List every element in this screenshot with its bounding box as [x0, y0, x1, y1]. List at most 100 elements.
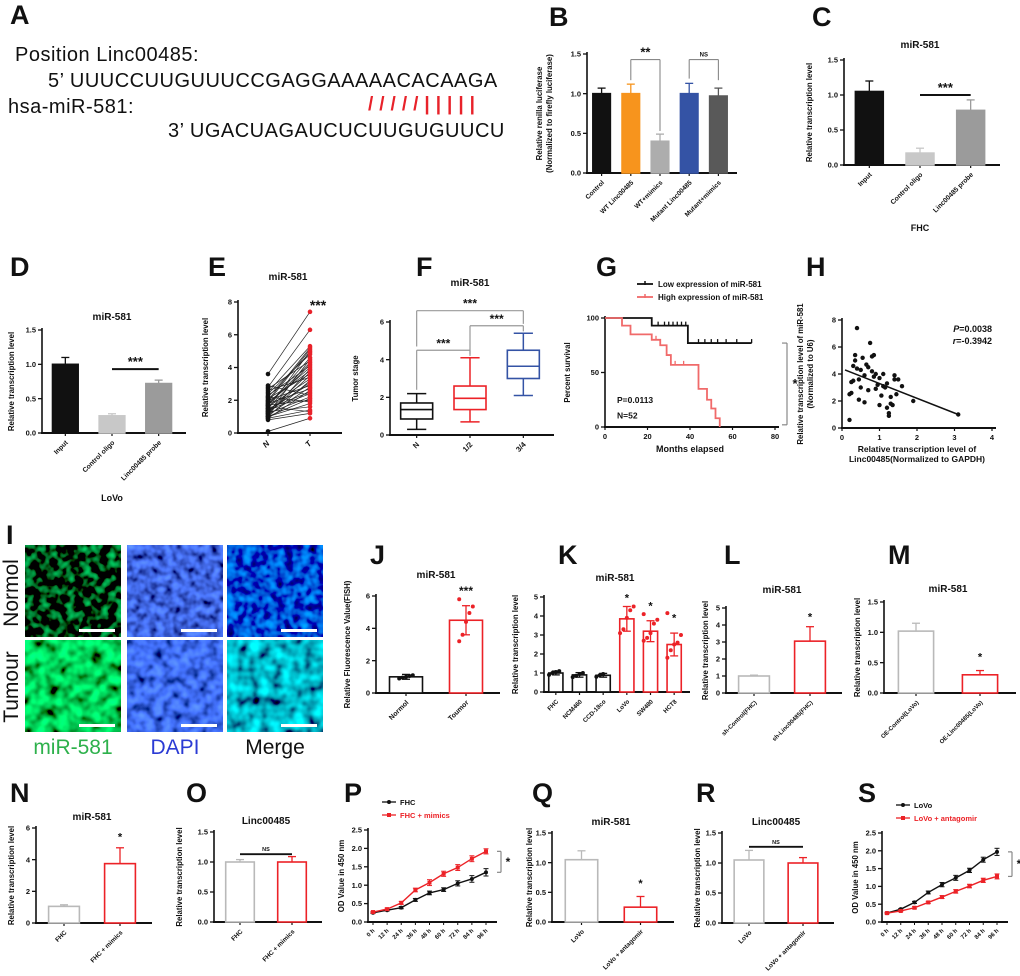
kaplan-meier-plot: 0 50 100 Percent survival 0 20 40 60 80 Months el…: [563, 280, 798, 454]
y-tick-label: 4: [534, 612, 539, 621]
legend-label: LoVo + antagomir: [914, 814, 977, 823]
chart-shape-tspan: P: [953, 324, 960, 334]
data-point: [371, 910, 375, 915]
data-point: [860, 355, 865, 360]
bar: [224, 861, 256, 923]
t-point: [307, 347, 313, 352]
y-tick-label: 6: [380, 318, 384, 327]
data-point: [888, 394, 893, 400]
x-tick-label: 60: [728, 432, 736, 441]
data-point: [879, 393, 884, 398]
data-point: [399, 905, 404, 910]
x-category-label: Normol: [388, 699, 410, 721]
panel-d-label: D: [10, 252, 30, 282]
pair-line: [267, 391, 311, 409]
t-point: [307, 404, 313, 410]
x-category-label: Toumor: [447, 699, 470, 722]
antagomir-mir581-bar-chart: 0.0 0.5 1.0 1.5 miR-581 Relative transcriptio…: [525, 817, 674, 971]
data-point: [869, 369, 875, 374]
fish-image-normal-merge: [227, 545, 323, 637]
t-point: [307, 309, 313, 315]
data-point: [852, 358, 858, 363]
channel-label-mir581: miR-581: [33, 736, 113, 759]
bar: [679, 92, 699, 174]
data-point: [413, 897, 418, 902]
y-tick-label: 3: [534, 631, 538, 640]
chart-title: miR-581: [901, 40, 940, 51]
y-tick-label: 2: [380, 393, 384, 402]
fhc-pulldown-bar-chart: 0.0 0.5 1.0 1.5 miR-581 Relative transcriptio…: [805, 40, 1000, 233]
x-category-label: Control oligo: [890, 171, 925, 206]
data-point: [967, 868, 972, 873]
data-point: [553, 670, 558, 675]
x-tick-label: 80: [771, 432, 779, 441]
x-category-label: FHC + mimics: [261, 928, 296, 963]
bar: [897, 630, 935, 694]
chart-title: miR-581: [763, 585, 802, 596]
x-category-label: 36 h: [919, 928, 932, 941]
pair-line: [267, 362, 311, 406]
panel-a-label: A: [10, 0, 30, 30]
pair-line: [267, 403, 311, 417]
y-tick-label: 0: [366, 689, 370, 698]
y-tick-label: 4: [26, 855, 31, 864]
data-point: [678, 633, 683, 637]
y-tick-label: 6: [366, 592, 370, 601]
oe-linc00485-bar-chart: 0.0 0.5 1.0 1.5 miR-581 Relative transcriptio…: [853, 584, 1016, 746]
x-category-label: sh-Linc00485(FHC): [772, 700, 815, 743]
data-point: [854, 325, 860, 331]
legend-label: FHC + mimics: [400, 811, 450, 820]
y-tick-label: 0.5: [352, 899, 362, 908]
bar: [564, 858, 599, 923]
pair-line: [267, 329, 311, 388]
bar: [955, 109, 986, 166]
bar: [51, 363, 79, 434]
chart-title: Linc00485: [752, 817, 801, 828]
km-curve: [605, 317, 721, 427]
x-category-label: 72 h: [448, 928, 461, 941]
pair-line: [267, 388, 311, 404]
y-tick-label: 0: [380, 431, 384, 440]
panel-m-oe-linc00485: M 0.0 0.5 1.0 1.5 miR-581 Relative transcript…: [848, 542, 1020, 784]
bar: [547, 672, 564, 693]
sig-star: *: [638, 878, 643, 890]
panel-i-fish-images: I Normol Tumour miR-581 DAPI Merge: [0, 522, 340, 780]
data-point: [410, 673, 415, 678]
data-point: [655, 617, 660, 622]
x-axis-label: FHC: [911, 223, 930, 233]
y-tick-label: 2.5: [352, 826, 362, 835]
data-point: [624, 615, 629, 620]
y-axis-label: Relative transcription level: [511, 595, 520, 694]
sig-star: *: [672, 613, 677, 625]
y-tick-label: 0.5: [536, 888, 546, 897]
y-axis-label: Relative transcription level: [201, 318, 210, 417]
sig-star: *: [506, 855, 511, 869]
x-category-label: OE-Linc00485(LoVo): [939, 700, 984, 745]
n-point: [265, 409, 271, 415]
x-category-label: 84 h: [463, 928, 476, 941]
chart-title: miR-581: [929, 584, 968, 595]
fish-image-normal-dapi: [127, 545, 223, 637]
sig-label: ***: [436, 336, 450, 350]
x-category-label: 72 h: [960, 928, 973, 941]
x-category-label: Input: [53, 439, 70, 456]
x-tick-label: 2: [915, 433, 919, 442]
sig-label: ***: [490, 312, 504, 326]
x-category-label: 0 h: [366, 928, 377, 939]
pair-line: [267, 417, 311, 432]
y-tick-label: 0: [832, 424, 836, 433]
channel-label-merge: Merge: [245, 736, 305, 759]
x-category-label: N: [411, 440, 421, 450]
bar: [787, 862, 819, 924]
y-axis-label: Relative transcription level: [693, 828, 702, 927]
y-tick-label: 1.5: [26, 326, 36, 335]
bar: [650, 140, 670, 174]
data-point: [597, 673, 602, 678]
n-point: [265, 391, 271, 396]
x-category-label: 36 h: [406, 928, 419, 941]
t-point: [307, 386, 313, 392]
data-point: [469, 876, 474, 881]
box: [399, 402, 434, 420]
x-category-label: 84 h: [974, 928, 987, 941]
data-point: [849, 390, 854, 396]
